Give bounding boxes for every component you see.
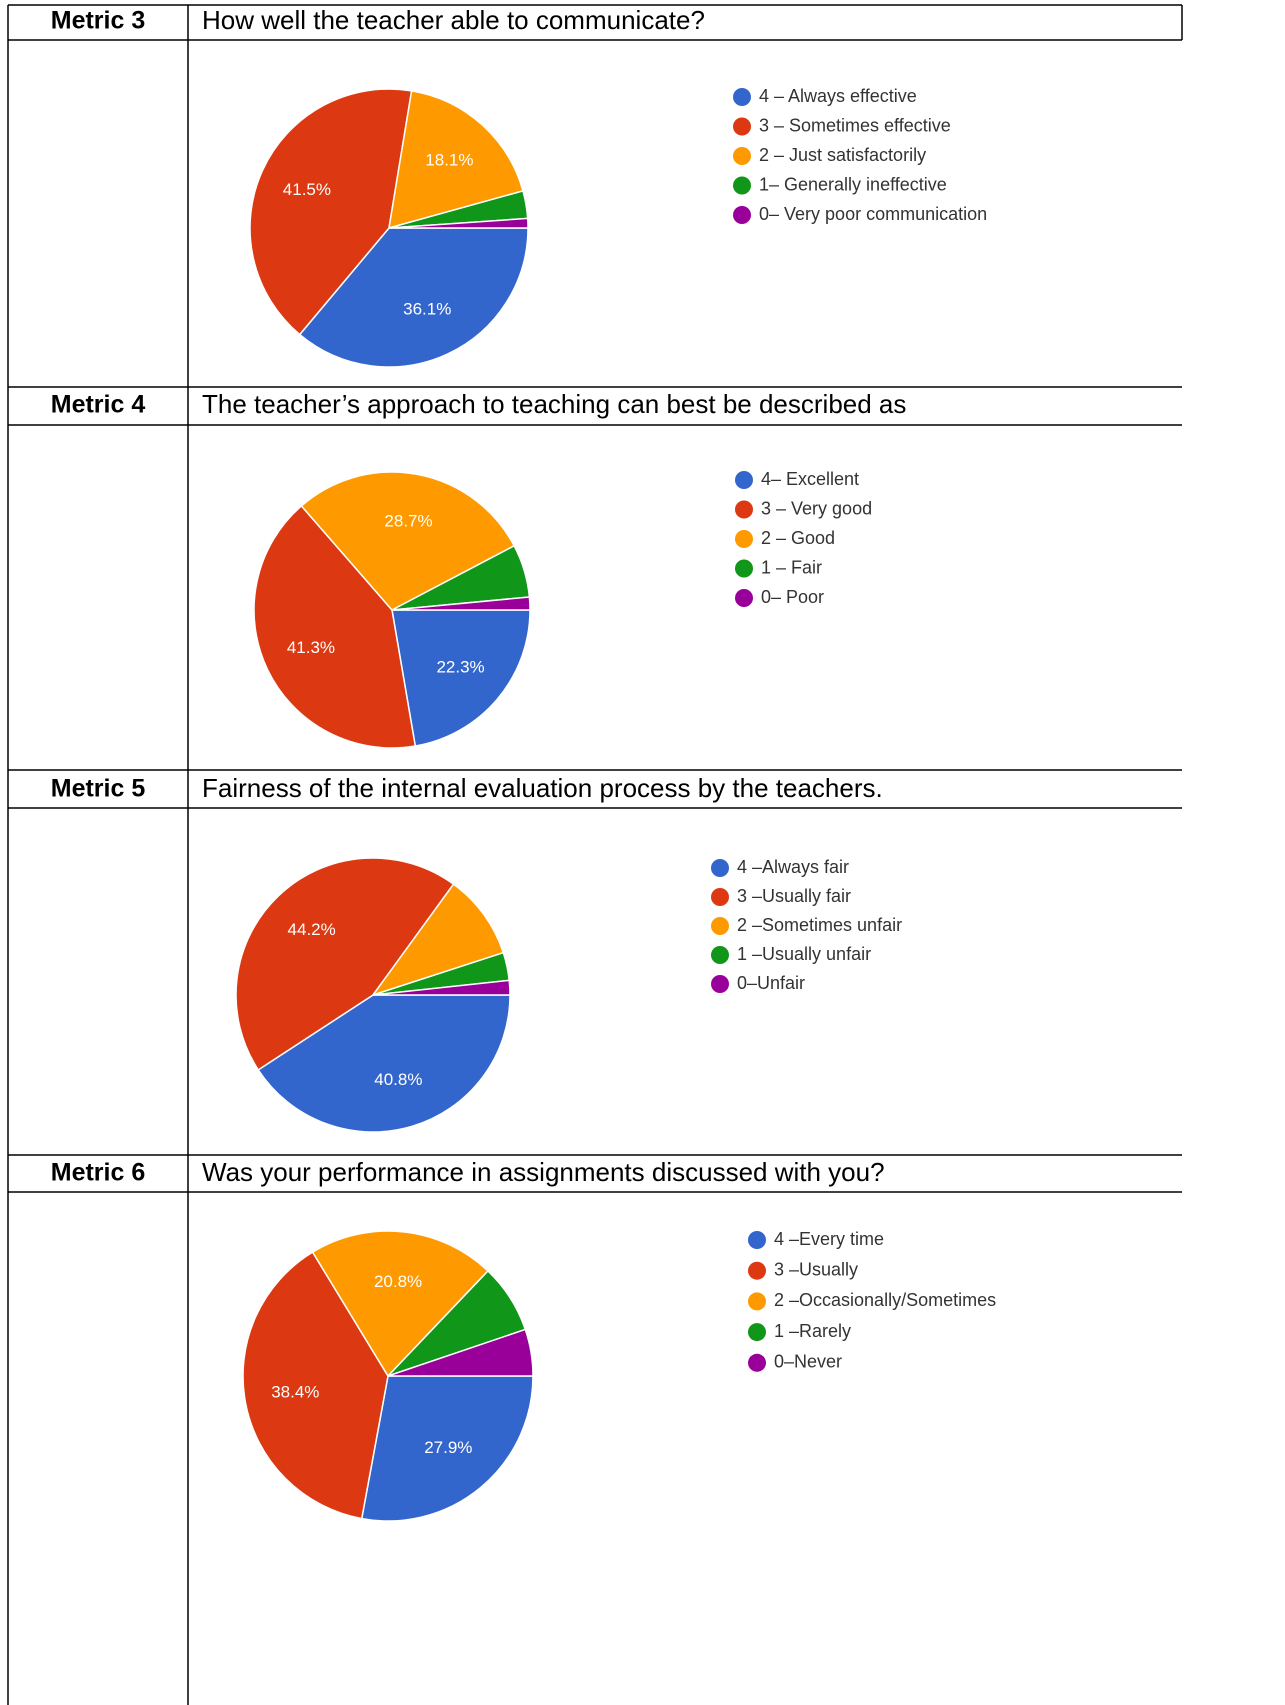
legend-swatch	[735, 471, 753, 489]
legend-entry: 3 – Very good	[761, 498, 872, 518]
metric-label: Metric 3	[51, 7, 145, 35]
legend-entry: 0– Poor	[761, 587, 824, 607]
pie-slice	[311, 1230, 489, 1378]
legend-entry: 1 – Fair	[761, 557, 822, 577]
pie-slice	[249, 88, 413, 336]
metric-label: Metric 4	[51, 391, 146, 419]
legend-entry: 4 – Always effective	[759, 86, 917, 106]
pie-slice	[242, 1251, 389, 1520]
slice-label: 36.1%	[403, 299, 451, 318]
legend-swatch	[735, 559, 753, 578]
pie-slice	[388, 217, 529, 229]
pie-slice	[253, 504, 417, 749]
pie-slice	[360, 1375, 534, 1522]
slice-label: 20.8%	[374, 1272, 422, 1291]
legend-swatch	[748, 1323, 766, 1342]
legend-entry: 0– Very poor communication	[759, 204, 987, 224]
legend-swatch	[733, 147, 751, 165]
slice-label: 41.5%	[283, 180, 331, 199]
question: The teacher’s approach to teaching can b…	[202, 389, 906, 419]
metric-label: Metric 5	[51, 775, 146, 803]
question: Fairness of the internal evaluation proc…	[202, 773, 883, 803]
legend-swatch	[733, 117, 751, 136]
legend-entry: 2 –Occasionally/Sometimes	[774, 1290, 996, 1310]
legend-entry: 4 –Always fair	[737, 857, 849, 877]
question: Was your performance in assignments disc…	[202, 1157, 885, 1187]
slice-label: 41.3%	[287, 638, 335, 657]
pie-slice	[298, 227, 529, 368]
legend-swatch	[748, 1261, 766, 1280]
slice-label: 27.9%	[424, 1438, 472, 1457]
pie-slice	[388, 89, 524, 230]
legend-entry: 0–Never	[774, 1352, 842, 1372]
legend-entry: 3 –Usually fair	[737, 886, 851, 906]
legend-swatch	[711, 917, 729, 935]
legend-entry: 3 –Usually	[774, 1259, 858, 1279]
pie-slice	[235, 857, 455, 1071]
legend-entry: 1 –Usually unfair	[737, 944, 871, 964]
legend-swatch	[735, 500, 753, 519]
legend-swatch	[748, 1231, 766, 1249]
legend-swatch	[748, 1353, 766, 1372]
question: How well the teacher able to communicate…	[202, 5, 705, 35]
legend-entry: 2 – Good	[761, 528, 835, 548]
legend-swatch	[711, 888, 729, 906]
pie-slice	[300, 471, 516, 611]
legend-swatch	[748, 1292, 766, 1311]
metric-label: Metric 6	[51, 1159, 145, 1187]
legend-swatch	[711, 859, 729, 877]
legend-swatch	[733, 206, 751, 224]
pie-slice	[371, 883, 505, 997]
slice-label: 22.3%	[436, 657, 484, 676]
legend-entry: 2 –Sometimes unfair	[737, 915, 902, 935]
slice-label: 38.4%	[271, 1383, 319, 1402]
legend-entry: 1– Generally ineffective	[759, 174, 947, 194]
legend-entry: 4– Excellent	[761, 469, 859, 489]
table-grid	[7, 4, 1183, 1705]
legend-swatch	[735, 530, 753, 548]
legend-swatch	[733, 176, 751, 195]
legend-swatch	[733, 88, 751, 106]
legend-swatch	[735, 589, 753, 607]
slice-label: 40.8%	[374, 1070, 422, 1089]
legend-entry: 3 – Sometimes effective	[759, 115, 951, 135]
legend-entry: 0–Unfair	[737, 973, 805, 993]
legend-swatch	[711, 975, 729, 993]
pie-slice	[387, 1328, 534, 1377]
slice-label: 18.1%	[425, 150, 473, 169]
legend-entry: 4 –Every time	[774, 1229, 884, 1249]
pie-slice	[391, 609, 531, 747]
slice-label: 44.2%	[288, 920, 336, 939]
pie-slice	[391, 596, 531, 611]
legend-entry: 2 – Just satisfactorily	[759, 145, 926, 165]
legend-entry: 1 –Rarely	[774, 1321, 851, 1341]
pie-slice	[372, 979, 511, 996]
slice-label: 28.7%	[384, 511, 432, 530]
legend-swatch	[711, 946, 729, 964]
